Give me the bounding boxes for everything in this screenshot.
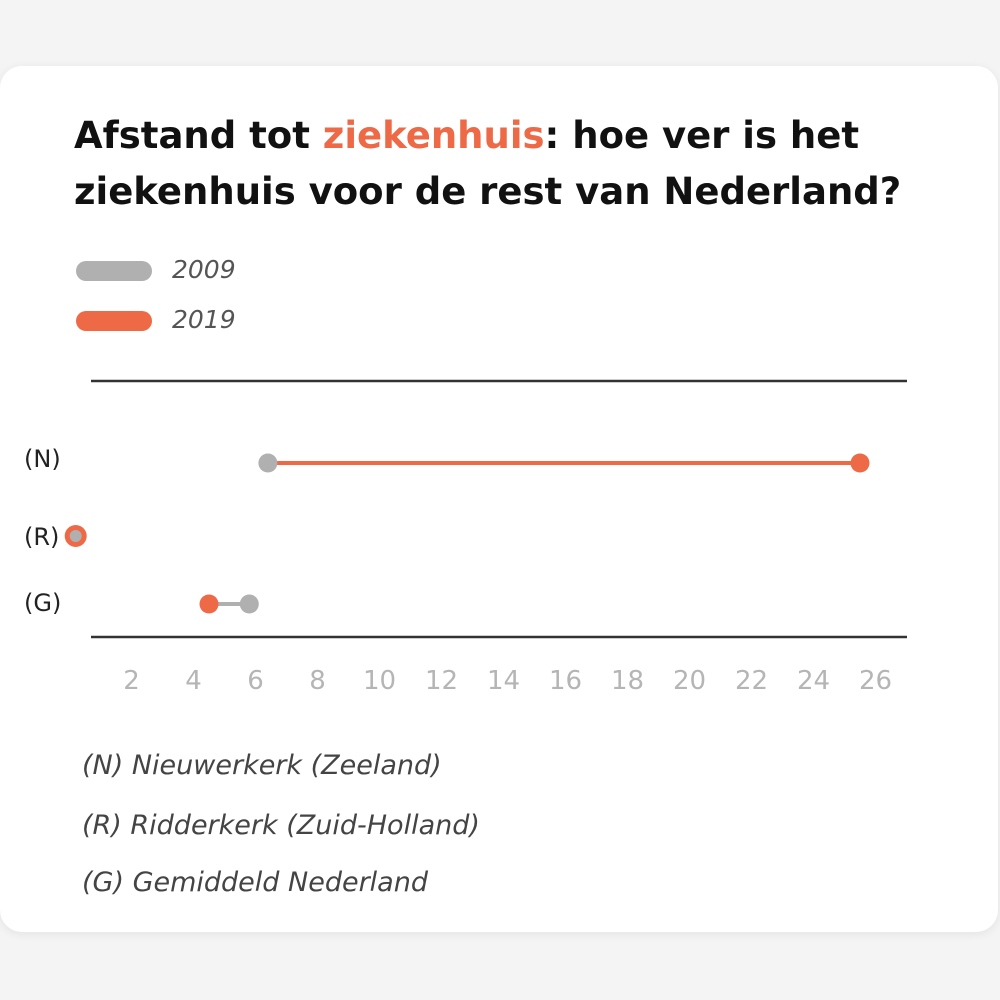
- dot-2009-g: [239, 594, 259, 614]
- legend-label-2009: 2009: [172, 255, 236, 284]
- row-label-n: (N): [24, 445, 61, 473]
- chart-marks: [64, 453, 870, 614]
- x-tick-label-26: 26: [859, 666, 892, 696]
- row-label-r: (R): [24, 523, 60, 551]
- x-tick-label-18: 18: [611, 666, 644, 696]
- legend-label-2019: 2019: [172, 305, 236, 334]
- chart-title: Afstand tot ziekenhuis: hoe ver is het z…: [74, 108, 954, 220]
- x-tick-label-14: 14: [487, 666, 520, 696]
- x-tick-label-12: 12: [425, 666, 458, 696]
- x-tick-label-10: 10: [363, 666, 396, 696]
- x-tick-label-2: 2: [123, 666, 140, 696]
- x-tick-label-22: 22: [735, 666, 768, 696]
- key-line-g: (G) Gemiddeld Nederland: [82, 867, 428, 898]
- title-prefix: Afstand tot: [74, 114, 323, 157]
- dot-2019-g: [199, 594, 219, 614]
- x-tick-label-8: 8: [309, 666, 326, 696]
- row-label-g: (G): [24, 589, 62, 617]
- dot-2009-n: [258, 453, 278, 473]
- title-suffix: : hoe ver is het ziekenhuis voor de rest…: [74, 114, 902, 213]
- legend-swatch-2009: [76, 261, 152, 281]
- chart-card: [0, 66, 998, 932]
- x-tick-label-16: 16: [549, 666, 582, 696]
- title-highlight: ziekenhuis: [322, 114, 545, 157]
- x-tick-label-20: 20: [673, 666, 706, 696]
- dot-2019-n: [850, 453, 870, 473]
- key-line-n: (N) Nieuwerkerk (Zeeland): [82, 750, 442, 781]
- x-tick-label-24: 24: [797, 666, 830, 696]
- x-tick-label-4: 4: [185, 666, 202, 696]
- x-tick-labels: 2 4 6 8 10 12 14 16 18 20 22 24 26: [123, 666, 892, 696]
- dot-2009-r: [69, 530, 82, 542]
- legend-swatch-2019: [76, 311, 152, 331]
- x-tick-label-6: 6: [247, 666, 264, 696]
- key-line-r: (R) Ridderkerk (Zuid-Holland): [82, 810, 480, 841]
